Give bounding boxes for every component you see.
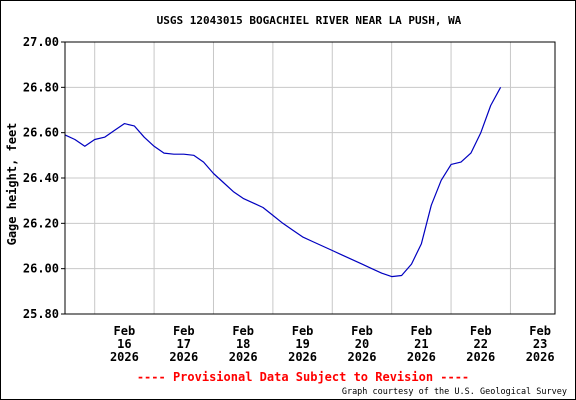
x-tick-month: Feb xyxy=(292,324,314,338)
x-tick-day: 21 xyxy=(414,337,428,351)
y-tick-label: 26.20 xyxy=(23,216,59,230)
x-tick-day: 19 xyxy=(295,337,309,351)
y-tick-label: 25.80 xyxy=(23,307,59,321)
x-tick-month: Feb xyxy=(351,324,373,338)
gage-height-line xyxy=(64,87,502,278)
x-tick-month: Feb xyxy=(470,324,492,338)
y-tick-label: 26.60 xyxy=(23,126,59,140)
y-tick-labels: 27.00 26.80 26.60 26.40 26.20 26.00 25.80 xyxy=(23,35,65,321)
x-tick-year: 2026 xyxy=(110,350,139,364)
x-tick-year: 2026 xyxy=(288,350,317,364)
y-tick-label: 26.40 xyxy=(23,171,59,185)
x-tick-month: Feb xyxy=(173,324,195,338)
x-tick-year: 2026 xyxy=(229,350,258,364)
x-tick-year: 2026 xyxy=(407,350,436,364)
x-tick-year: 2026 xyxy=(348,350,377,364)
x-tick-month: Feb xyxy=(529,324,551,338)
graph-credit: Graph courtesy of the U.S. Geological Su… xyxy=(342,387,567,397)
x-tick-month: Feb xyxy=(114,324,136,338)
series-layer xyxy=(64,87,502,278)
grid xyxy=(65,41,555,315)
x-tick-day: 18 xyxy=(236,337,250,351)
y-axis-label: Gage height, feet xyxy=(5,123,19,246)
x-tick-day: 17 xyxy=(177,337,191,351)
x-tick-year: 2026 xyxy=(466,350,495,364)
x-tick-day: 20 xyxy=(355,337,369,351)
x-tick-month: Feb xyxy=(411,324,433,338)
provisional-notice: ---- Provisional Data Subject to Revisio… xyxy=(137,370,469,384)
x-tick-labels: Feb162026Feb172026Feb182026Feb192026Feb2… xyxy=(110,324,555,364)
y-tick-label: 26.80 xyxy=(23,80,59,94)
x-tick-day: 23 xyxy=(533,337,547,351)
y-tick-label: 27.00 xyxy=(23,35,59,49)
plot-border xyxy=(64,41,556,315)
y-tick-label: 26.00 xyxy=(23,262,59,276)
x-tick-year: 2026 xyxy=(169,350,198,364)
chart-title: USGS 12043015 BOGACHIEL RIVER NEAR LA PU… xyxy=(157,14,462,27)
x-tick-year: 2026 xyxy=(526,350,555,364)
x-tick-day: 22 xyxy=(474,337,488,351)
x-tick-day: 16 xyxy=(117,337,131,351)
x-tick-month: Feb xyxy=(232,324,254,338)
